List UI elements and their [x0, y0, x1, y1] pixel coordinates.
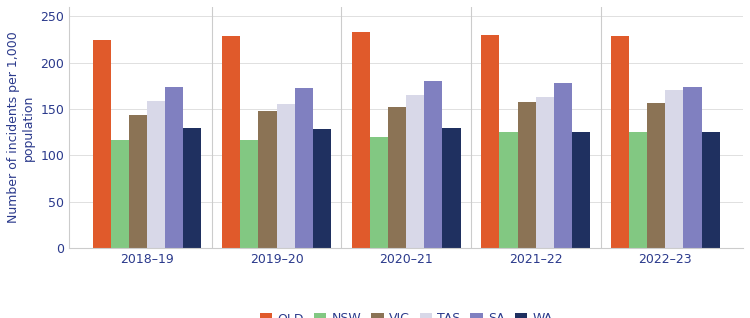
Bar [222, 36, 240, 248]
Bar [647, 103, 665, 248]
Y-axis label: Number of incidents per 1,000
population: Number of incidents per 1,000 population [7, 31, 35, 223]
Bar [147, 100, 165, 248]
Bar [92, 40, 111, 248]
Bar [629, 132, 647, 248]
Bar [277, 104, 295, 248]
Bar [165, 87, 183, 248]
Bar [259, 111, 277, 248]
Bar [665, 90, 683, 248]
Bar [683, 87, 701, 248]
Bar [572, 132, 590, 248]
Bar [240, 140, 259, 248]
Bar [295, 88, 313, 248]
Bar [370, 137, 388, 248]
Bar [442, 128, 460, 248]
Bar [406, 95, 424, 248]
Bar [518, 101, 536, 248]
Legend: QLD, NSW, VIC, TAS, SA, WA: QLD, NSW, VIC, TAS, SA, WA [255, 307, 557, 318]
Bar [611, 36, 629, 248]
Bar [482, 35, 500, 248]
Bar [183, 128, 202, 248]
Bar [424, 81, 442, 248]
Bar [701, 132, 720, 248]
Bar [500, 132, 517, 248]
Bar [554, 83, 572, 248]
Bar [129, 114, 147, 248]
Bar [536, 97, 554, 248]
Bar [313, 129, 331, 248]
Bar [388, 107, 406, 248]
Bar [111, 140, 129, 248]
Bar [352, 32, 370, 248]
